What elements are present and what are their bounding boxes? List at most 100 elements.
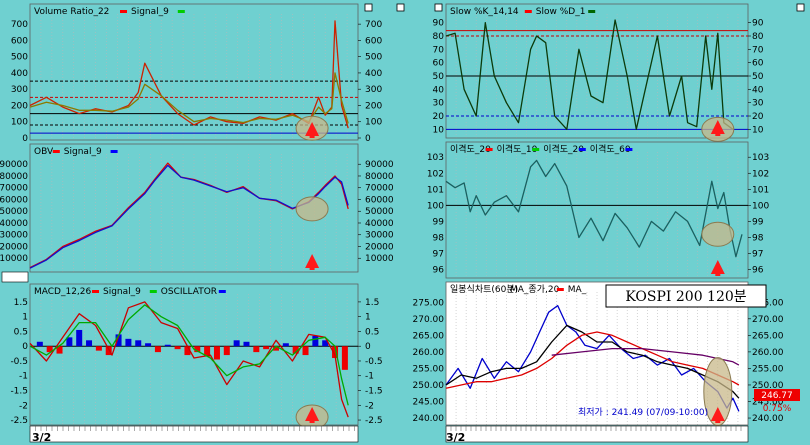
y-tick-label-left: 60	[433, 59, 445, 69]
legend-swatch	[110, 150, 118, 153]
oscillator-bar	[145, 343, 152, 347]
oscillator-bar	[125, 338, 132, 347]
y-tick-label-left: 0.5	[14, 327, 28, 337]
y-tick-label-right: 70000	[365, 184, 394, 194]
y-tick-label-right: 90	[752, 19, 764, 29]
y-tick-label-right: 1	[365, 313, 371, 323]
y-tick-label-right: 20	[752, 112, 764, 122]
series-line	[445, 324, 740, 399]
oscillator-bar	[95, 346, 102, 351]
legend-swatch	[149, 290, 157, 293]
oscillator-bar	[233, 340, 240, 347]
y-tick-label-left: 80	[433, 32, 445, 42]
y-tick-label-right: 275.00	[752, 298, 784, 308]
y-tick-label-left: 103	[427, 153, 444, 163]
highlight-ellipse	[703, 357, 733, 427]
y-tick-label-right: 99	[752, 217, 764, 227]
oscillator-bar	[56, 346, 63, 354]
y-tick-label-left: 90	[433, 19, 445, 29]
y-tick-label-left: 1.5	[14, 298, 28, 308]
y-tick-label-left: 10	[433, 125, 445, 135]
y-tick-label-left: 98	[433, 233, 445, 243]
y-tick-label-left: 245.00	[413, 398, 445, 408]
legend-swatch	[52, 150, 60, 153]
footer-date-left: 3/2	[32, 431, 52, 444]
panel-close-box	[796, 3, 805, 12]
oscillator-bar	[302, 346, 309, 356]
panel-title-part: Slow %D_1	[536, 7, 586, 17]
y-tick-label-right: 260.00	[752, 348, 784, 358]
y-tick-label-left: 10000	[0, 254, 28, 264]
red-arrow-marker	[710, 260, 725, 274]
y-tick-label-left: 90000	[0, 160, 28, 170]
y-tick-label-left: 260.00	[413, 348, 445, 358]
series-line	[445, 159, 743, 258]
y-tick-label-left: 101	[427, 185, 444, 195]
y-tick-label-left: 80000	[0, 172, 28, 182]
legend-swatch	[578, 148, 586, 151]
y-tick-label-left: 275.00	[413, 298, 445, 308]
y-tick-label-left: 50	[433, 72, 445, 82]
last-change-label: 0.75%	[763, 404, 792, 414]
y-tick-label-left: 20000	[0, 242, 28, 252]
series-line	[551, 347, 740, 366]
y-tick-label-right: 96	[752, 266, 764, 276]
oscillator-bar	[154, 346, 161, 353]
panel-title-part: Slow %K_14,14	[450, 7, 519, 17]
oscillator-bar	[253, 346, 260, 353]
legend-swatch	[177, 10, 185, 13]
y-tick-label-right: 90000	[365, 160, 394, 170]
y-tick-label-right: 10	[752, 125, 764, 135]
y-tick-label-left: 30	[433, 99, 445, 109]
y-tick-label-right: 60	[752, 59, 764, 69]
y-tick-label-right: 98	[752, 233, 764, 243]
panel-obv: 9000080000700006000050000400003000020000…	[0, 143, 394, 273]
y-tick-label-right: -1	[365, 372, 374, 382]
legend-swatch	[485, 148, 493, 151]
y-tick-label-right: 40000	[365, 219, 394, 229]
y-tick-label-left: 600	[11, 36, 28, 46]
panel-macd: 1.5 1 0.5 0 -0.5 -1 -1.5 -2 -2.5 1.5 1 0.5 0 -0.5 -1 -1…	[10, 283, 383, 430]
series-line	[29, 72, 349, 124]
panel-title-part: 이격도_20	[543, 143, 584, 155]
scale-box	[1, 271, 29, 283]
oscillator-bar	[135, 340, 142, 347]
y-tick-label-right: 500	[365, 53, 382, 63]
y-tick-label-left: -1	[19, 372, 28, 382]
y-tick-label-left: 102	[427, 169, 444, 179]
oscillator-bar	[76, 329, 83, 347]
y-tick-label-left: 100	[11, 118, 28, 128]
oscillator-bar	[115, 334, 122, 347]
red-arrow-stem	[715, 420, 721, 423]
y-tick-label-right: 240.00	[752, 414, 784, 424]
panel-title-part: Signal_9	[103, 287, 141, 297]
oscillator-bar	[282, 343, 289, 347]
min-price-label: 최저가 : 241.49 (07/09-10:00)	[578, 407, 708, 418]
oscillator-bar	[204, 346, 211, 357]
panel-slow_stoch: 90 80 70 60 50 40 30 20 10 90 80 70 60 50 40 30 20 10 Slow…	[433, 3, 764, 142]
y-tick-label-left: 265.00	[413, 331, 445, 341]
oscillator-bar	[213, 346, 220, 360]
oscillator-bar	[66, 337, 73, 347]
legend-swatch	[532, 148, 540, 151]
panel-price: 275.00 270.00 265.00 260.00 255.00 250.00 245.…	[413, 281, 800, 427]
y-tick-label-right: 250.00	[752, 381, 784, 391]
panel-title-part: Volume Ratio_22	[34, 7, 109, 17]
footer-strip-right	[445, 425, 749, 443]
y-tick-label-right: -2.5	[365, 416, 383, 426]
y-tick-label-left: 30000	[0, 231, 28, 241]
oscillator-bar	[105, 346, 112, 356]
panel-frame	[29, 143, 359, 273]
y-tick-label-left: 96	[433, 266, 445, 276]
legend-swatch	[218, 290, 226, 293]
oscillator-bar	[322, 340, 329, 347]
panel-title-part: Signal_9	[64, 147, 102, 157]
y-tick-label-right: 270.00	[752, 315, 784, 325]
legend-swatch	[625, 148, 633, 151]
y-tick-label-right: 400	[365, 69, 382, 79]
y-tick-label-left: 70000	[0, 184, 28, 194]
oscillator-bar	[332, 346, 339, 359]
y-tick-label-left: 99	[433, 217, 445, 227]
y-tick-label-right: -2	[365, 401, 374, 411]
